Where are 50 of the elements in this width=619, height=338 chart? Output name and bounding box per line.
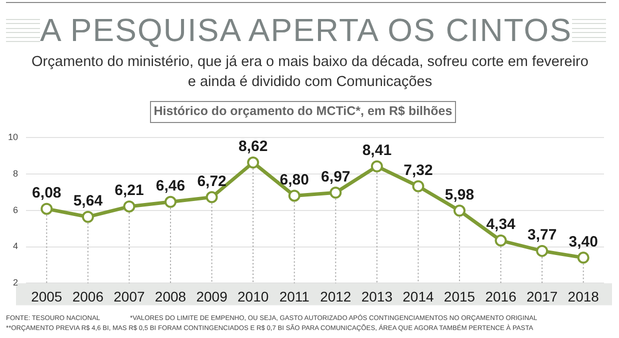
x-tick-label: 2015 <box>444 288 476 304</box>
point <box>454 204 466 217</box>
x-tick-label: 2014 <box>402 288 434 304</box>
chart-title: A PESQUISA APERTA OS CINTOS <box>40 12 572 49</box>
data-label: 8,41 <box>362 142 392 160</box>
data-label: 6,46 <box>156 178 186 195</box>
data-label: 6,80 <box>280 171 309 188</box>
point <box>577 252 590 264</box>
data-label: 6,21 <box>114 182 144 200</box>
x-tick-label: 2011 <box>279 288 310 304</box>
data-label: 8,62 <box>238 138 268 156</box>
x-tick-label: 2012 <box>320 288 352 304</box>
data-label: 3,77 <box>527 226 557 244</box>
data-label: 5,98 <box>444 186 474 204</box>
data-label: 3,40 <box>568 233 598 250</box>
x-tick-label: 2009 <box>196 288 228 304</box>
x-tick-label: 2010 <box>238 288 269 304</box>
point <box>536 244 548 257</box>
point <box>40 202 53 215</box>
y-tick-label: 4 <box>12 241 18 252</box>
point <box>82 210 94 223</box>
point <box>288 190 300 202</box>
y-tick-label: 8 <box>12 168 18 178</box>
x-tick-label: 2017 <box>526 288 558 304</box>
point <box>123 200 136 212</box>
y-tick-label: 10 <box>8 132 18 142</box>
data-label: 6,72 <box>197 172 226 190</box>
x-tick-label: 2007 <box>114 288 146 304</box>
x-tick-label: 2013 <box>361 288 393 304</box>
x-tick-label: 2005 <box>31 288 62 304</box>
data-label: 6,97 <box>321 168 350 186</box>
point <box>412 180 424 192</box>
chart-subtitle: Orçamento do ministério, que já era o mais baixo da década, sofreu corte em fevereiro e ainda é dividido com Comunicações <box>30 53 590 92</box>
point <box>330 186 342 199</box>
x-tick-label: 2006 <box>72 288 104 304</box>
point <box>370 160 383 172</box>
data-label: 7,32 <box>404 162 433 179</box>
point <box>164 196 177 208</box>
y-tick-label: 2 <box>12 278 18 288</box>
x-tick-label: 2008 <box>154 288 186 304</box>
point <box>247 156 260 169</box>
x-tick-label: 2018 <box>568 288 600 304</box>
data-label: 4,34 <box>486 216 516 234</box>
point <box>494 234 507 247</box>
point <box>206 191 218 204</box>
x-tick-label: 2016 <box>485 288 517 304</box>
y-axis-title: Histórico do orçamento do MCTiC*, em R$ bilhões <box>150 101 456 123</box>
data-label: 5,64 <box>73 192 104 210</box>
y-tick-label: 6 <box>12 204 18 215</box>
data-label: 6,08 <box>32 184 62 202</box>
